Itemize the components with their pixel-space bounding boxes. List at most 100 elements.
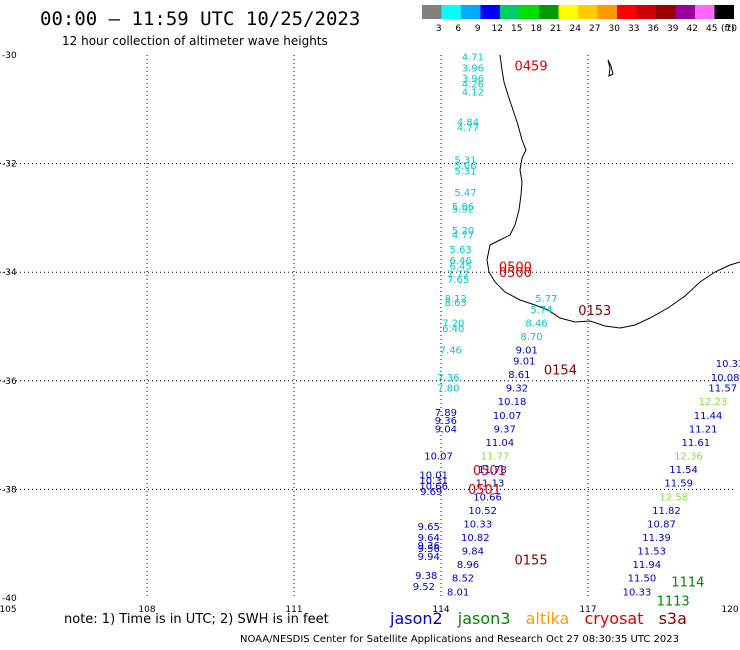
wave-height-value: 8.12 xyxy=(445,294,467,305)
colorbar-label: 9 xyxy=(475,24,481,34)
colorbar-label: 33 xyxy=(628,24,639,34)
wave-height-value: 5.86 xyxy=(452,202,474,213)
wave-height-value: 10.82 xyxy=(461,533,490,544)
colorbar-swatch xyxy=(695,5,715,19)
time-label: 1113 xyxy=(657,594,690,609)
wave-height-value: 8.61 xyxy=(508,370,530,381)
wave-height-value: 11.53 xyxy=(637,547,666,558)
wave-height-value: 9.65 xyxy=(418,522,440,533)
wave-height-value: 5.31 xyxy=(454,166,476,177)
wave-height-value: 9.69 xyxy=(420,487,442,498)
page-subtitle: 12 hour collection of altimeter wave hei… xyxy=(62,34,328,48)
lat-tick-label: -34 xyxy=(2,268,17,278)
time-label: 0459 xyxy=(515,59,548,74)
wave-height-value: 10.08 xyxy=(711,373,740,384)
colorbar-swatch xyxy=(539,5,559,19)
wave-height-value: 4.71 xyxy=(462,52,484,63)
time-label: 0501 xyxy=(473,464,506,479)
wave-height-value: 11.39 xyxy=(642,533,671,544)
colorbar-swatch xyxy=(675,5,695,19)
wave-height-value: 10.33 xyxy=(716,359,740,370)
colorbar-label: 42 xyxy=(687,24,698,34)
wave-height-value: 11.04 xyxy=(485,438,514,449)
colorbar-swatch xyxy=(519,5,539,19)
wave-height-value: 5.31 xyxy=(454,156,476,167)
wave-height-value: 8.96 xyxy=(457,560,479,571)
wave-height-value: 10.31 xyxy=(419,476,448,487)
colorbar-label: 21 xyxy=(550,24,561,34)
wave-height-value: 5.92 xyxy=(452,204,474,215)
wave-height-value: 11.13 xyxy=(476,479,505,490)
lat-tick-label: -30 xyxy=(2,51,17,61)
legend-jason3: jason3 xyxy=(457,609,511,628)
colorbar-label: 39 xyxy=(667,24,679,34)
wave-height-value: 4.84 xyxy=(457,118,479,129)
wave-height-value: 9.64 xyxy=(418,533,440,544)
time-label: 1114 xyxy=(671,575,704,590)
lat-tick-label: -38 xyxy=(2,485,17,495)
time-label: 0153 xyxy=(578,304,611,319)
wave-height-value: 9.52 xyxy=(413,582,435,593)
wave-height-value: 8.52 xyxy=(452,574,474,585)
wave-height-value: 9.56 xyxy=(418,544,440,555)
colorbar-label: 3 xyxy=(436,24,442,34)
colorbar: 3 6 9 12 15 18 21 24 27 30 33 36 39 42 45 70(ft) xyxy=(422,5,737,34)
wave-height-value: 10.52 xyxy=(468,506,497,517)
wave-height-value: 7.89 xyxy=(435,408,457,419)
page-title: 00:00 – 11:59 UTC 10/25/2023 xyxy=(40,8,361,30)
wave-height-value: 11.82 xyxy=(652,506,681,517)
wave-height-value: 11.50 xyxy=(628,574,657,585)
wave-height-value: 9.84 xyxy=(462,547,484,558)
wave-height-value: 9.32 xyxy=(506,384,528,395)
wave-height-value: 10.01 xyxy=(419,471,448,482)
wave-height-value: 9.04 xyxy=(435,424,457,435)
colorbar-label: 12 xyxy=(492,24,503,34)
wave-height-value: 11.77 xyxy=(481,452,510,463)
map-grid xyxy=(0,55,735,598)
wave-height-value: 7.46 xyxy=(440,346,462,357)
time-label: 0500 xyxy=(499,260,532,275)
wave-height-value: 12.58 xyxy=(659,492,688,503)
colorbar-swatch xyxy=(578,5,598,19)
wave-height-value: 6.45 xyxy=(449,261,471,272)
wave-height-value: 11.94 xyxy=(632,560,661,571)
wave-height-value: 3.96 xyxy=(462,74,484,85)
wave-height-value: 9.36 xyxy=(435,416,457,427)
footer-note: note: 1) Time is in UTC; 2) SWH is in fe… xyxy=(64,612,329,627)
coastline xyxy=(486,54,740,329)
island xyxy=(607,59,614,77)
colorbar-swatch xyxy=(597,5,617,19)
wave-height-value: 7.36 xyxy=(437,373,459,384)
satellite-legend: jason2 jason3 altika cryosat s3a xyxy=(390,609,697,628)
colorbar-swatch xyxy=(636,5,656,19)
colorbar-label: 18 xyxy=(531,24,543,34)
wave-height-value: 11.59 xyxy=(664,479,693,490)
wave-height-value: 10.18 xyxy=(498,397,527,408)
time-label: 0155 xyxy=(515,554,548,569)
legend-jason2: jason2 xyxy=(390,609,443,628)
wave-height-value: 4.26 xyxy=(462,80,484,91)
wave-height-value: 10.66 xyxy=(419,481,448,492)
colorbar-swatch xyxy=(480,5,500,19)
wave-height-value: 7.20 xyxy=(442,319,464,330)
wave-height-value: 9.36 xyxy=(418,541,440,552)
wave-height-value: 6.46 xyxy=(449,256,471,267)
wave-height-value: 7.65 xyxy=(447,275,469,286)
colorbar-label: 30 xyxy=(609,24,621,34)
wave-height-value: 11.57 xyxy=(708,384,737,395)
lon-tick-label: 111 xyxy=(285,605,302,615)
credit-line: NOAA/NESDIS Center for Satellite Applica… xyxy=(240,634,679,645)
wave-height-value: 11.44 xyxy=(694,411,723,422)
wave-height-value: 10.66 xyxy=(473,492,502,503)
lat-tick-label: -36 xyxy=(2,377,17,387)
lat-tick-label: -32 xyxy=(2,160,17,170)
wave-height-value: 9.38 xyxy=(415,571,437,582)
wave-height-value: 4.77 xyxy=(452,231,474,242)
wave-values: 4.713.963.964.264.124.844.775.315.065.31… xyxy=(413,52,740,598)
wave-height-value: 10.87 xyxy=(647,519,676,530)
wave-height-value: 3.96 xyxy=(462,63,484,74)
wave-height-value: 9.37 xyxy=(494,424,516,435)
wave-height-value: 10.33 xyxy=(623,587,652,598)
colorbar-label: 27 xyxy=(589,24,600,34)
